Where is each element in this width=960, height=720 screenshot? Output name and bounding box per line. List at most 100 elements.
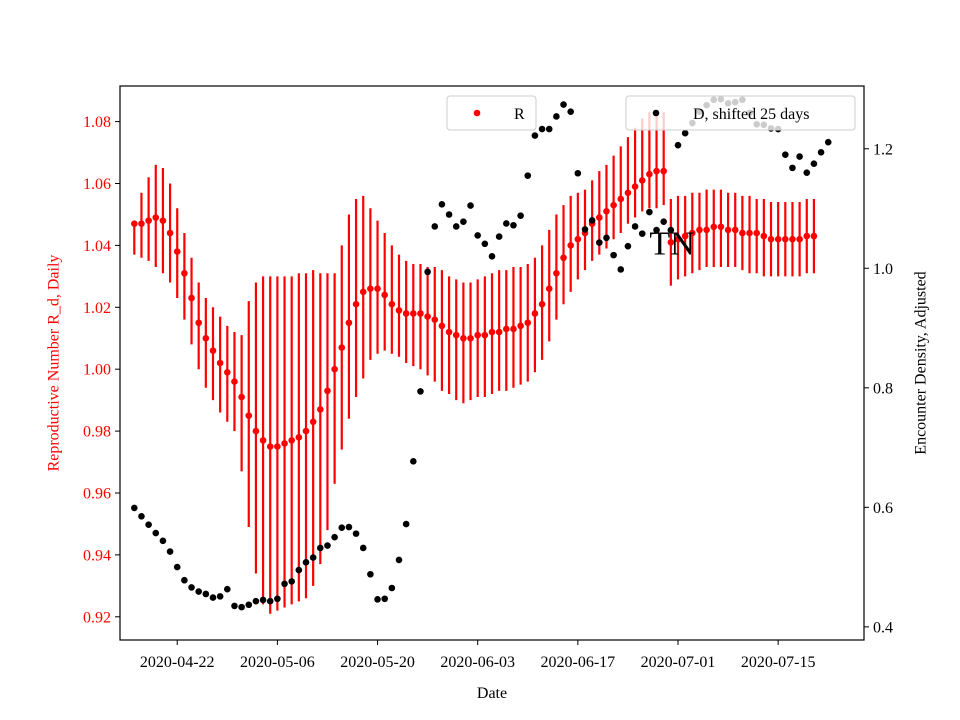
- d-point: [309, 554, 317, 561]
- d-point: [617, 266, 625, 273]
- r-point: [739, 229, 746, 237]
- d-point: [145, 521, 152, 528]
- r-point: [610, 201, 617, 209]
- d-point: [460, 218, 467, 225]
- d-point: [288, 578, 295, 585]
- d-point: [503, 220, 510, 227]
- d-point: [352, 530, 360, 537]
- right-y-axis-title: Encounter Density, Adjusted: [913, 271, 930, 454]
- x-tick-label: 2020-05-20: [340, 654, 415, 671]
- d-point: [302, 559, 310, 566]
- d-point: [367, 570, 374, 578]
- d-point: [596, 239, 603, 246]
- left-y-tick-label: 0.96: [83, 485, 111, 502]
- x-axis-title: Date: [477, 685, 507, 702]
- d-point: [567, 108, 574, 115]
- d-point: [281, 580, 288, 588]
- r-point: [495, 328, 503, 336]
- d-point: [131, 504, 138, 512]
- d-point: [395, 556, 403, 564]
- r-point: [717, 223, 725, 231]
- d-point: [581, 226, 589, 233]
- r-point: [252, 427, 260, 435]
- r-point: [524, 319, 532, 327]
- r-point: [266, 443, 274, 450]
- d-point: [245, 601, 253, 609]
- right-y-tick-label: 1.2: [873, 141, 893, 158]
- r-point: [145, 217, 152, 224]
- r-point: [374, 285, 381, 293]
- r-point: [596, 214, 603, 221]
- r-point: [381, 291, 388, 299]
- r-point: [603, 208, 610, 215]
- r-point: [345, 319, 353, 327]
- d-point: [195, 588, 202, 595]
- r-point: [545, 285, 553, 293]
- d-point: [538, 125, 546, 133]
- r-point: [367, 285, 374, 293]
- d-point: [209, 594, 217, 601]
- r-point: [195, 319, 202, 327]
- d-point: [338, 524, 346, 531]
- r-point: [467, 334, 474, 342]
- left-y-tick-label: 1.08: [83, 114, 111, 131]
- d-point: [495, 233, 503, 240]
- r-point: [238, 393, 245, 401]
- d-point: [545, 125, 553, 133]
- r-point: [710, 223, 718, 231]
- d-point: [624, 242, 632, 250]
- r-point: [281, 440, 288, 447]
- d-point: [345, 523, 353, 531]
- legend-r: R: [446, 95, 537, 131]
- d-point: [553, 113, 560, 120]
- r-point: [181, 269, 188, 277]
- d-point: [374, 596, 381, 603]
- r-point: [789, 235, 796, 243]
- r-point: [503, 325, 510, 333]
- d-point: [510, 221, 517, 229]
- r-point: [445, 328, 453, 336]
- d-point: [796, 153, 803, 160]
- r-point: [152, 214, 160, 221]
- r-point: [302, 427, 310, 435]
- d-point: [646, 208, 653, 216]
- d-point: [231, 602, 238, 610]
- d-point: [789, 164, 796, 172]
- r-point: [460, 334, 467, 342]
- x-tick-label: 2020-07-01: [641, 654, 716, 671]
- x-tick-label: 2020-06-03: [440, 654, 515, 671]
- d-point: [417, 388, 424, 395]
- d-point: [274, 595, 281, 603]
- d-point: [517, 212, 524, 219]
- r-point: [674, 235, 682, 243]
- d-point: [388, 584, 396, 592]
- left-y-tick-label: 0.98: [83, 424, 111, 441]
- d-point: [667, 226, 675, 234]
- r-point: [209, 347, 217, 354]
- axes-group: 2020-04-22 2020-05-06 2020-05-20 2020-06-03…: [83, 85, 893, 671]
- r-point-group: [131, 167, 818, 450]
- r-point: [274, 443, 281, 450]
- d-point: [324, 542, 331, 549]
- r-point: [638, 177, 646, 184]
- r-point: [324, 387, 331, 395]
- d-point: [474, 232, 481, 239]
- legend-r-marker: [473, 109, 481, 117]
- legend-d: D, shifted 25 days: [625, 95, 856, 131]
- right-y-tick-label: 1.0: [873, 261, 893, 278]
- r-point: [696, 226, 703, 234]
- d-point: [467, 202, 474, 209]
- d-point: [782, 151, 789, 159]
- r-point: [352, 300, 360, 308]
- d-point: [224, 585, 231, 593]
- right-y-tick-label: 0.6: [873, 500, 893, 517]
- x-tick-label: 2020-06-17: [541, 654, 616, 671]
- legend-d-frame: [625, 95, 856, 131]
- d-point: [402, 520, 410, 528]
- d-point: [138, 512, 145, 520]
- r-point: [746, 229, 753, 237]
- d-point: [681, 129, 689, 137]
- r-point: [553, 269, 560, 277]
- r-point: [295, 433, 303, 441]
